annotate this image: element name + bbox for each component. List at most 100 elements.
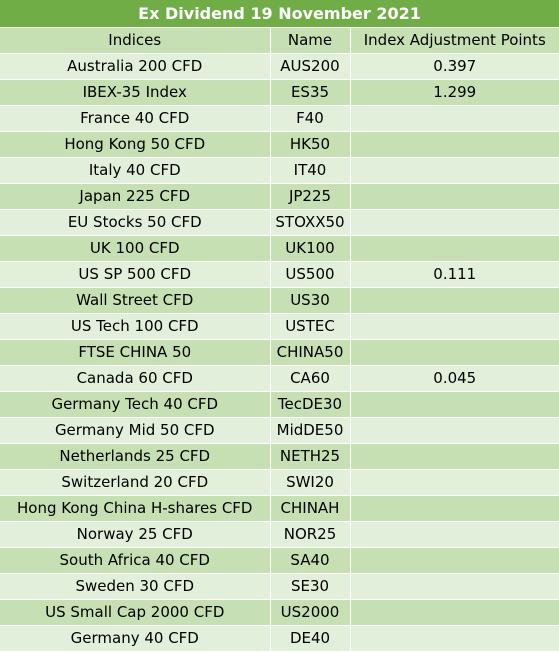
table-row: South Africa 40 CFD SA40 [0,547,559,574]
table-row: Hong Kong 50 CFD HK50 [0,131,559,158]
cell-index: Germany Mid 50 CFD [0,417,271,444]
cell-index: US Tech 100 CFD [0,313,271,340]
cell-adjustment-points [350,131,559,158]
cell-adjustment-points [350,313,559,340]
cell-adjustment-points [350,443,559,470]
cell-name: MidDE50 [270,417,351,444]
column-header-adjustment-points: Index Adjustment Points [350,27,559,54]
cell-index: Italy 40 CFD [0,157,271,184]
cell-index: Wall Street CFD [0,287,271,314]
table-row: IBEX-35 Index ES35 1.299 [0,79,559,106]
cell-index: UK 100 CFD [0,235,271,262]
cell-index: IBEX-35 Index [0,79,271,106]
cell-index: Netherlands 25 CFD [0,443,271,470]
cell-name: NETH25 [270,443,351,470]
cell-adjustment-points: 0.045 [350,365,559,392]
cell-adjustment-points [350,235,559,262]
cell-adjustment-points [350,573,559,600]
cell-name: TecDE30 [270,391,351,418]
cell-name: HK50 [270,131,351,158]
cell-adjustment-points: 1.299 [350,79,559,106]
cell-name: SWI20 [270,469,351,496]
cell-name: CA60 [270,365,351,392]
cell-adjustment-points [350,547,559,574]
cell-index: EU Stocks 50 CFD [0,209,271,236]
cell-name: DE40 [270,625,351,652]
table-row: Norway 25 CFD NOR25 [0,521,559,548]
cell-name: US30 [270,287,351,314]
cell-adjustment-points [350,391,559,418]
cell-index: France 40 CFD [0,105,271,132]
cell-adjustment-points [350,183,559,210]
table-row: France 40 CFD F40 [0,105,559,132]
title-row: Ex Dividend 19 November 2021 [0,0,559,28]
cell-adjustment-points [350,469,559,496]
cell-index: Germany Tech 40 CFD [0,391,271,418]
cell-index: US Small Cap 2000 CFD [0,599,271,626]
cell-adjustment-points [350,599,559,626]
cell-adjustment-points [350,339,559,366]
cell-index: South Africa 40 CFD [0,547,271,574]
cell-adjustment-points [350,157,559,184]
table-row: Germany Mid 50 CFD MidDE50 [0,417,559,444]
cell-adjustment-points [350,105,559,132]
cell-index: Germany 40 CFD [0,625,271,652]
table-body: Australia 200 CFD AUS200 0.397 IBEX-35 Inde… [0,53,559,652]
cell-adjustment-points [350,625,559,652]
cell-adjustment-points [350,287,559,314]
table-row: Canada 60 CFD CA60 0.045 [0,365,559,392]
cell-name: AUS200 [270,53,351,80]
table-row: UK 100 CFD UK100 [0,235,559,262]
cell-adjustment-points [350,209,559,236]
cell-adjustment-points [350,521,559,548]
table-row: Germany Tech 40 CFD TecDE30 [0,391,559,418]
cell-adjustment-points: 0.397 [350,53,559,80]
cell-name: ES35 [270,79,351,106]
cell-name: STOXX50 [270,209,351,236]
table-row: Wall Street CFD US30 [0,287,559,314]
header-row: Indices Name Index Adjustment Points [0,27,559,54]
cell-adjustment-points [350,495,559,522]
cell-adjustment-points: 0.111 [350,261,559,288]
table-row: Sweden 30 CFD SE30 [0,573,559,600]
table-row: Japan 225 CFD JP225 [0,183,559,210]
table-row: Switzerland 20 CFD SWI20 [0,469,559,496]
cell-name: US2000 [270,599,351,626]
table-row: Germany 40 CFD DE40 [0,625,559,652]
cell-index: FTSE CHINA 50 [0,339,271,366]
cell-index: Canada 60 CFD [0,365,271,392]
table-row: Hong Kong China H-shares CFD CHINAH [0,495,559,522]
table-row: Italy 40 CFD IT40 [0,157,559,184]
cell-index: Japan 225 CFD [0,183,271,210]
cell-index: Norway 25 CFD [0,521,271,548]
cell-name: IT40 [270,157,351,184]
table-title: Ex Dividend 19 November 2021 [0,0,559,28]
cell-name: NOR25 [270,521,351,548]
cell-index: US SP 500 CFD [0,261,271,288]
table-row: EU Stocks 50 CFD STOXX50 [0,209,559,236]
table-row: FTSE CHINA 50 CHINA50 [0,339,559,366]
cell-name: SE30 [270,573,351,600]
table-row: Netherlands 25 CFD NETH25 [0,443,559,470]
cell-name: USTEC [270,313,351,340]
cell-adjustment-points [350,417,559,444]
cell-name: JP225 [270,183,351,210]
table-row: US Small Cap 2000 CFD US2000 [0,599,559,626]
cell-name: CHINAH [270,495,351,522]
table-row: US Tech 100 CFD USTEC [0,313,559,340]
table-row: US SP 500 CFD US500 0.111 [0,261,559,288]
table-row: Australia 200 CFD AUS200 0.397 [0,53,559,80]
cell-index: Hong Kong China H-shares CFD [0,495,271,522]
cell-name: F40 [270,105,351,132]
cell-index: Switzerland 20 CFD [0,469,271,496]
column-header-indices: Indices [0,27,271,54]
column-header-name: Name [270,27,351,54]
cell-name: SA40 [270,547,351,574]
cell-index: Hong Kong 50 CFD [0,131,271,158]
cell-name: CHINA50 [270,339,351,366]
cell-name: UK100 [270,235,351,262]
cell-name: US500 [270,261,351,288]
cell-index: Australia 200 CFD [0,53,271,80]
cell-index: Sweden 30 CFD [0,573,271,600]
